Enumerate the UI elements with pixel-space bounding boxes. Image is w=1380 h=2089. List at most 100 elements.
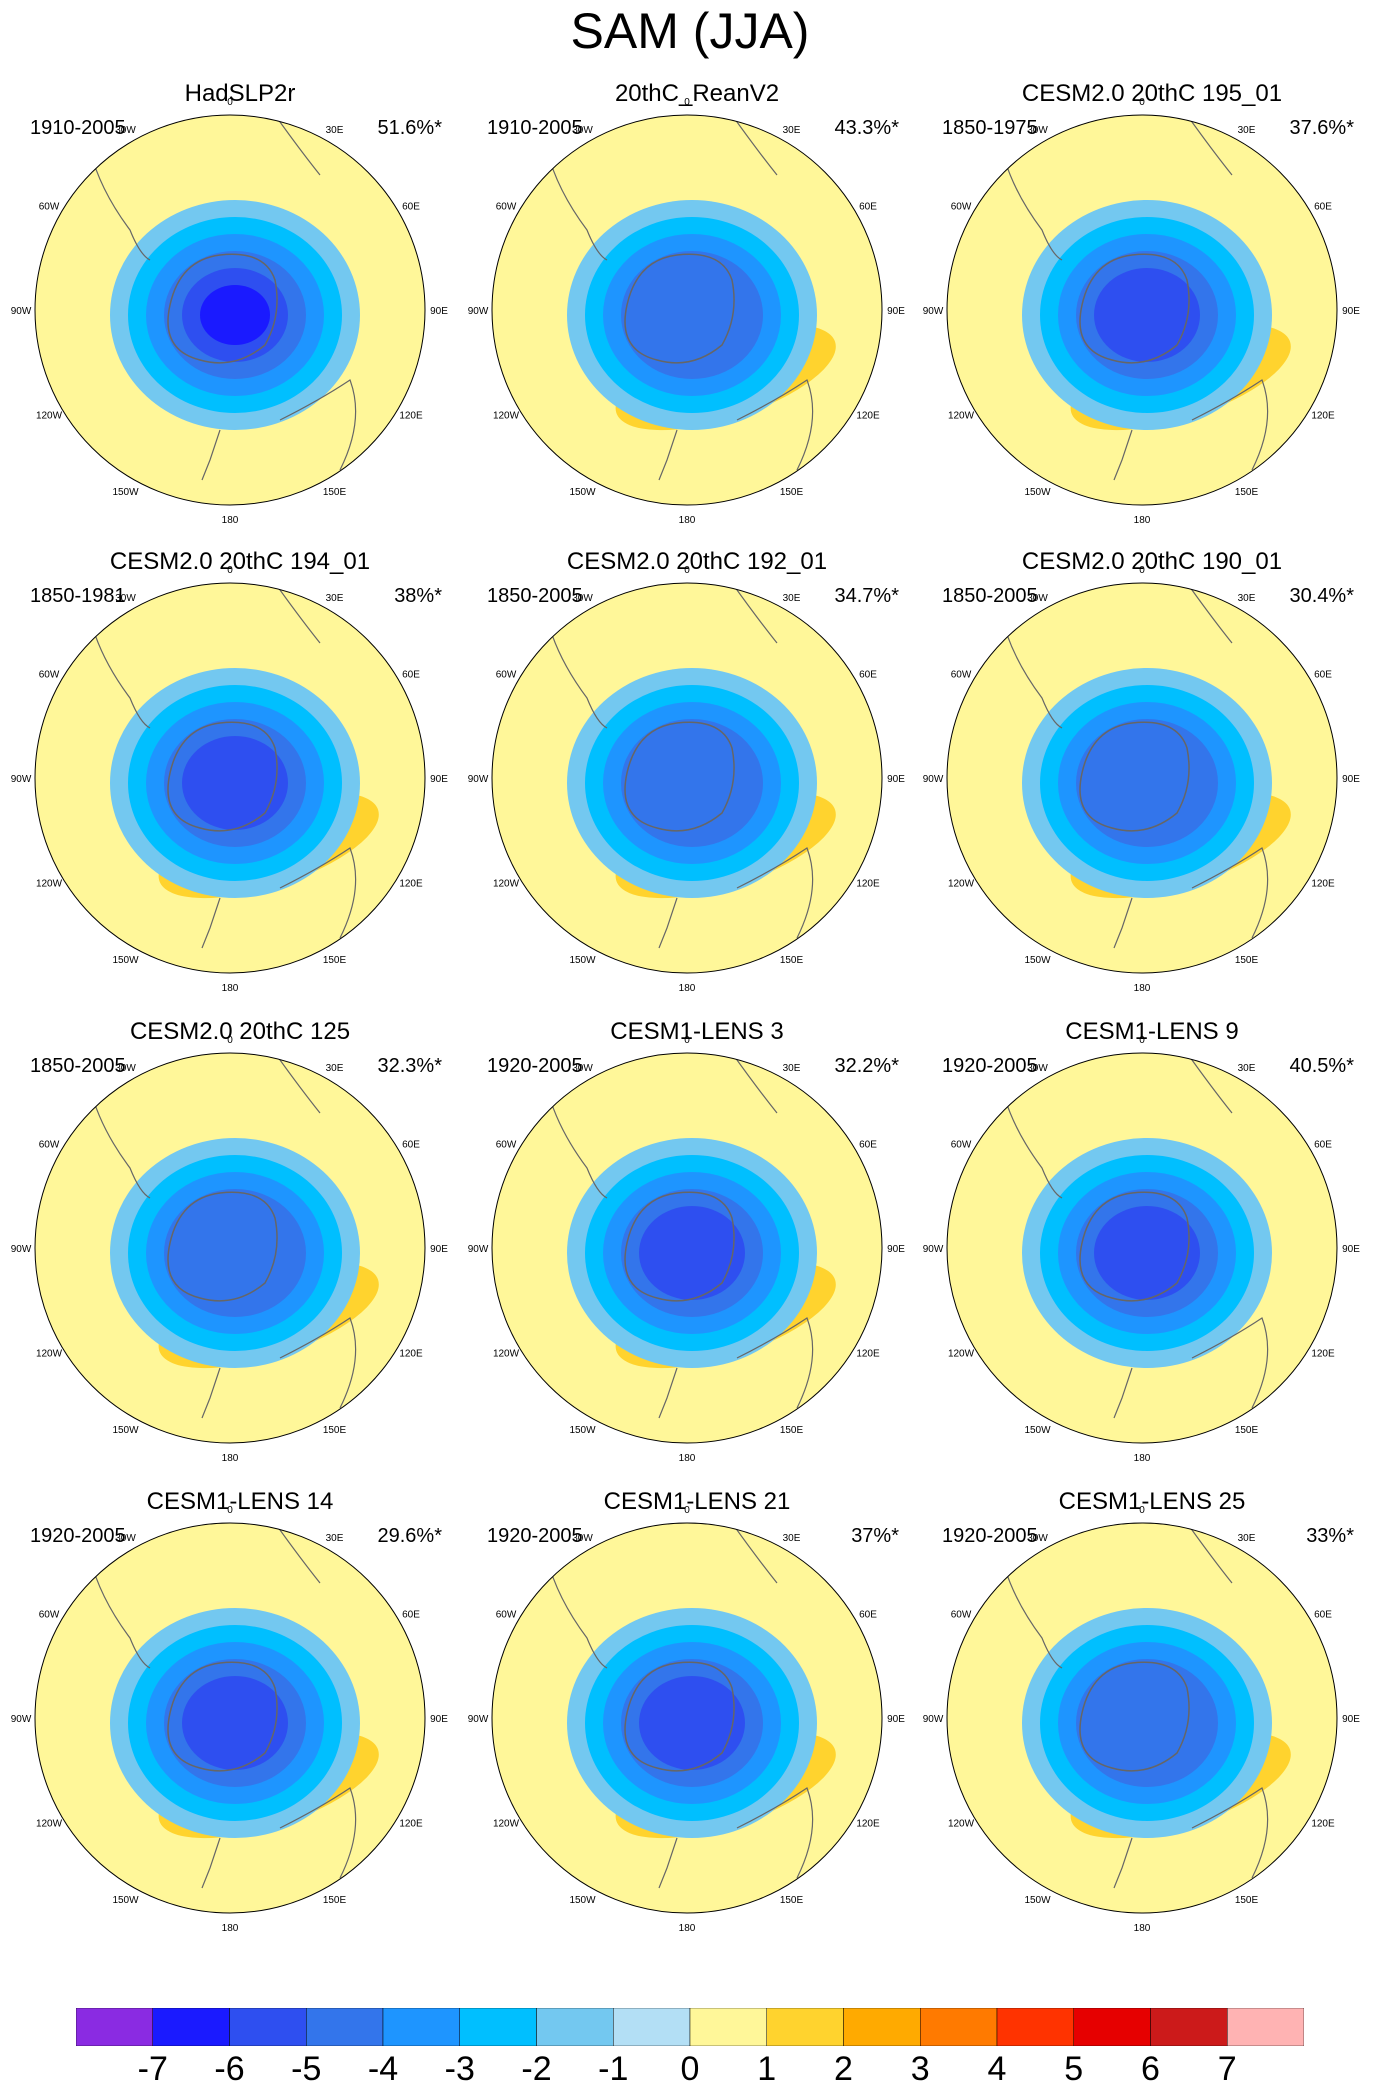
map-panel: 0 30E 60E 90E 120E 150E 180 150W 120W 90W 60W 30W CE…	[923, 80, 1372, 550]
colorbar-tick-label: 2	[834, 2050, 853, 2088]
negative-anomaly-contour	[639, 1676, 745, 1770]
new-zealand-coastline	[201, 1367, 221, 1419]
longitude-label: 90E	[887, 1244, 905, 1255]
longitude-label: 120W	[948, 879, 975, 890]
new-zealand-coastline	[658, 1367, 678, 1419]
longitude-label: 90W	[923, 306, 944, 317]
panel-variance: 32.2%*	[834, 1055, 900, 1077]
polar-map: 0 30E 60E 90E 120E 150E 180 150W 120W 90W 60W 30W	[923, 1505, 1361, 1934]
longitude-label: 150W	[569, 1425, 596, 1436]
longitude-label: 60E	[1314, 1610, 1332, 1621]
longitude-label: 60E	[859, 1610, 877, 1621]
colorbar-tick-label: -6	[214, 2050, 245, 2088]
colorbar-tick-label: 1	[757, 2050, 777, 2088]
longitude-label: 60E	[1314, 1140, 1332, 1151]
antarctica-coastline	[1079, 253, 1190, 364]
australia-coastline	[1191, 1317, 1269, 1409]
colorbar-tick-label: 6	[1141, 2050, 1160, 2088]
longitude-label: 120E	[399, 1349, 423, 1360]
panel-variance: 34.7%*	[834, 585, 900, 607]
longitude-label: 120W	[36, 411, 63, 422]
australia-coastline	[279, 379, 357, 471]
colorbar-swatch	[536, 2008, 614, 2046]
colorbar-tick-label: 3	[910, 2050, 930, 2088]
longitude-label: 90E	[1342, 1714, 1360, 1725]
australia-coastline	[736, 1787, 814, 1879]
longitude-label: 120E	[399, 1819, 423, 1830]
longitude-label: 60W	[39, 1610, 60, 1621]
longitude-label: 30W	[572, 1063, 593, 1074]
antarctica-coastline	[624, 1191, 735, 1302]
longitude-label: 90W	[923, 1714, 944, 1725]
antarctica-coastline	[167, 253, 278, 364]
panel-title: CESM1-LENS 3	[610, 1018, 784, 1045]
longitude-label: 120E	[856, 1819, 880, 1830]
longitude-label: 150E	[780, 487, 804, 498]
panel-period: 1850-2005	[30, 1055, 126, 1077]
longitude-label: 90E	[1342, 306, 1360, 317]
longitude-label: 30W	[572, 1533, 593, 1544]
panel-period: 1910-2005	[30, 117, 126, 139]
longitude-label: 0	[1139, 1505, 1145, 1516]
panel-period: 1850-2005	[487, 585, 583, 607]
australia-coastline	[1191, 1787, 1269, 1879]
longitude-label: 0	[684, 97, 690, 108]
longitude-label: 30W	[115, 1533, 136, 1544]
longitude-label: 0	[1139, 565, 1145, 576]
panel-title: CESM1-LENS 21	[603, 1488, 791, 1515]
map-panel: 0 30E 60E 90E 120E 150E 180 150W 120W 90W 60W 30W CE…	[923, 1018, 1372, 1488]
panel-title: CESM2.0 20thC 194_01	[109, 548, 371, 575]
longitude-label: 0	[227, 1505, 233, 1516]
longitude-label: 60E	[859, 1140, 877, 1151]
new-zealand-coastline	[1113, 1837, 1133, 1889]
longitude-label: 150W	[112, 955, 139, 966]
longitude-label: 30W	[115, 593, 136, 604]
panel-title: CESM2.0 20thC 125	[129, 1018, 351, 1045]
map-panel: 0 30E 60E 90E 120E 150E 180 150W 120W 90W 60W 30W 20…	[468, 80, 917, 550]
longitude-label: 120W	[36, 1819, 63, 1830]
longitude-label: 30W	[115, 1063, 136, 1074]
new-zealand-coastline	[1113, 1367, 1133, 1419]
polar-map: 0 30E 60E 90E 120E 150E 180 150W 120W 90W 60W 30W	[923, 1035, 1361, 1464]
longitude-label: 180	[679, 983, 696, 994]
longitude-label: 180	[222, 983, 239, 994]
panel-title: CESM2.0 20thC 190_01	[1021, 548, 1283, 575]
longitude-label: 150W	[1024, 487, 1051, 498]
longitude-label: 0	[227, 97, 233, 108]
panel-period: 1910-2005	[487, 117, 583, 139]
colorbar-tick-label: 7	[1217, 2050, 1237, 2088]
panel-title: HadSLP2r	[184, 80, 296, 107]
panel-title: CESM1-LENS 25	[1058, 1488, 1246, 1515]
australia-coastline	[736, 847, 814, 939]
longitude-label: 120E	[1311, 411, 1335, 422]
longitude-label: 60W	[496, 202, 517, 213]
longitude-label: 180	[679, 1923, 696, 1934]
longitude-label: 0	[684, 1505, 690, 1516]
map-panel: 0 30E 60E 90E 120E 150E 180 150W 120W 90W 60W 30W CE…	[11, 1018, 460, 1488]
australia-coastline	[279, 1787, 357, 1879]
panel-title: CESM2.0 20thC 192_01	[566, 548, 828, 575]
longitude-label: 90W	[468, 306, 489, 317]
antarctica-coastline	[167, 1191, 278, 1302]
longitude-label: 30W	[1027, 593, 1048, 604]
longitude-label: 180	[1134, 515, 1151, 526]
map-boundary	[491, 582, 883, 974]
colorbar-swatch	[459, 2008, 537, 2046]
longitude-label: 90W	[11, 1244, 32, 1255]
south-america-coastline	[1001, 617, 1063, 729]
longitude-label: 90W	[923, 1244, 944, 1255]
longitude-label: 60W	[951, 1610, 972, 1621]
panel-title: CESM1-LENS 14	[146, 1488, 334, 1515]
polar-map: 0 30E 60E 90E 120E 150E 180 150W 120W 90W 60W 30W	[468, 97, 906, 526]
negative-anomaly-contour	[200, 285, 270, 345]
longitude-label: 60W	[39, 202, 60, 213]
negative-anomaly-contour	[164, 1189, 306, 1317]
longitude-label: 120W	[948, 1349, 975, 1360]
longitude-label: 0	[1139, 97, 1145, 108]
longitude-label: 120E	[856, 411, 880, 422]
longitude-label: 90W	[11, 306, 32, 317]
longitude-label: 180	[222, 1923, 239, 1934]
panel-period: 1850-2005	[942, 585, 1038, 607]
south-america-coastline	[546, 149, 608, 261]
south-america-coastline	[546, 617, 608, 729]
